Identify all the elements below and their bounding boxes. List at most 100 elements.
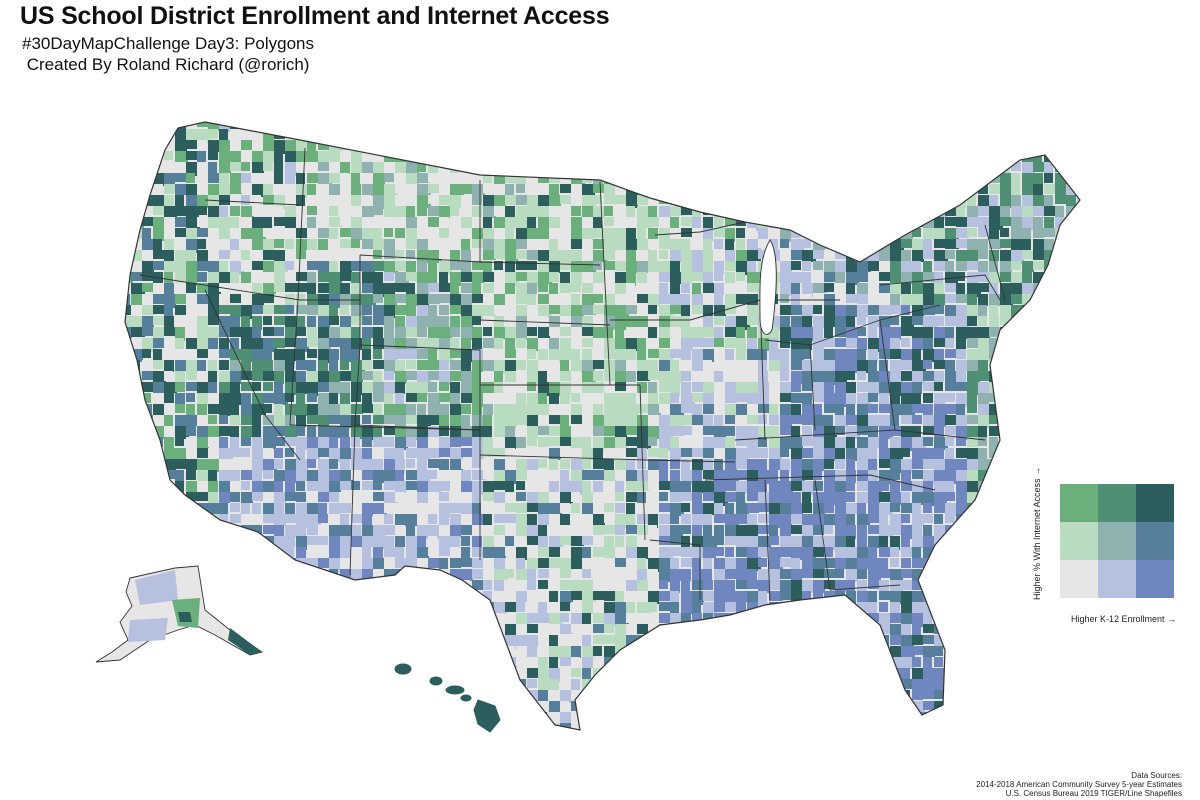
district-cell: [692, 668, 703, 681]
district-cell: [274, 635, 286, 644]
district-cell: [142, 668, 156, 678]
district-cell: [615, 690, 628, 703]
district-cell: [505, 162, 519, 173]
district-cell: [615, 448, 628, 461]
district-cell: [659, 349, 673, 362]
district-cell: [307, 712, 319, 723]
district-cell: [956, 426, 968, 440]
district-cell: [681, 261, 693, 272]
district-cell: [978, 151, 987, 162]
district-cell: [912, 679, 926, 690]
district-cell: [1011, 371, 1021, 381]
district-cell: [131, 547, 144, 557]
district-cell: [637, 404, 651, 413]
district-cell: [263, 294, 275, 303]
district-cell: [945, 217, 956, 226]
district-cell: [417, 448, 430, 459]
district-cell: [164, 558, 173, 569]
district-cell: [769, 162, 780, 174]
district-cell: [439, 646, 449, 658]
district-cell: [923, 657, 932, 669]
district-cell: [186, 129, 197, 143]
district-cell: [813, 602, 823, 611]
district-cell: [714, 624, 724, 638]
district-cell: [1066, 470, 1079, 482]
district-cell: [318, 305, 332, 319]
district-cell: [802, 393, 812, 404]
district-cell: [802, 712, 813, 725]
district-cell: [846, 228, 857, 242]
district-cell: [241, 448, 250, 457]
district-cell: [747, 569, 757, 581]
district-cell: [1077, 162, 1080, 175]
district-cell: [1011, 327, 1022, 341]
district-cell: [802, 338, 812, 350]
district-cell: [461, 646, 471, 660]
district-cell: [549, 305, 561, 314]
district-cell: [373, 122, 385, 130]
district-cell: [472, 503, 481, 516]
district-cell: [582, 635, 591, 646]
district-cell: [1000, 525, 1011, 534]
district-cell: [857, 393, 871, 404]
district-cell: [923, 184, 934, 195]
district-cell: [571, 382, 585, 393]
district-cell: [164, 547, 174, 561]
district-cell: [296, 316, 305, 327]
district-cell: [582, 426, 596, 437]
district-cell: [538, 514, 551, 525]
district-cell: [582, 459, 591, 469]
district-cell: [582, 657, 593, 668]
district-cell: [846, 459, 855, 471]
district-cell: [824, 547, 833, 557]
district-cell: [692, 558, 701, 572]
district-cell: [868, 360, 877, 371]
district-cell: [824, 195, 833, 205]
district-cell: [659, 338, 673, 348]
district-cell: [692, 602, 701, 613]
district-cell: [582, 492, 593, 506]
district-cell: [285, 239, 294, 249]
district-cell: [417, 558, 430, 570]
district-cell: [945, 404, 958, 414]
district-cell: [901, 371, 914, 381]
district-cell: [505, 305, 516, 315]
district-cell: [857, 437, 868, 449]
district-cell: [384, 503, 395, 513]
district-cell: [472, 294, 483, 303]
district-cell: [274, 305, 285, 314]
district-cell: [1055, 129, 1066, 138]
district-cell: [450, 294, 461, 307]
district-cell: [516, 525, 528, 539]
district-cell: [208, 338, 218, 352]
district-cell: [164, 437, 174, 449]
district-cell: [285, 206, 297, 218]
district-cell: [604, 646, 616, 659]
district-cell: [703, 437, 714, 448]
district-cell: [417, 690, 428, 702]
district-cell: [890, 239, 904, 250]
district-cell: [626, 272, 636, 286]
district-cell: [879, 195, 892, 204]
district-cell: [131, 415, 140, 429]
district-cell: [263, 283, 276, 296]
district-cell: [538, 437, 549, 447]
district-cell: [1077, 283, 1080, 297]
district-cell: [274, 393, 288, 405]
district-cell: [494, 316, 504, 329]
district-cell: [967, 327, 981, 341]
district-cell: [593, 734, 602, 747]
district-cell: [670, 470, 680, 481]
district-cell: [197, 228, 211, 237]
district-cell: [659, 316, 671, 327]
district-cell: [692, 470, 702, 484]
district-cell: [835, 360, 847, 371]
district-cell: [307, 426, 316, 438]
district-cell: [186, 404, 195, 418]
district-cell: [142, 712, 152, 724]
district-cell: [967, 239, 979, 253]
district-cell: [890, 338, 900, 350]
district-cell: [681, 492, 693, 501]
district-cell: [241, 712, 252, 724]
district-cell: [714, 701, 727, 714]
